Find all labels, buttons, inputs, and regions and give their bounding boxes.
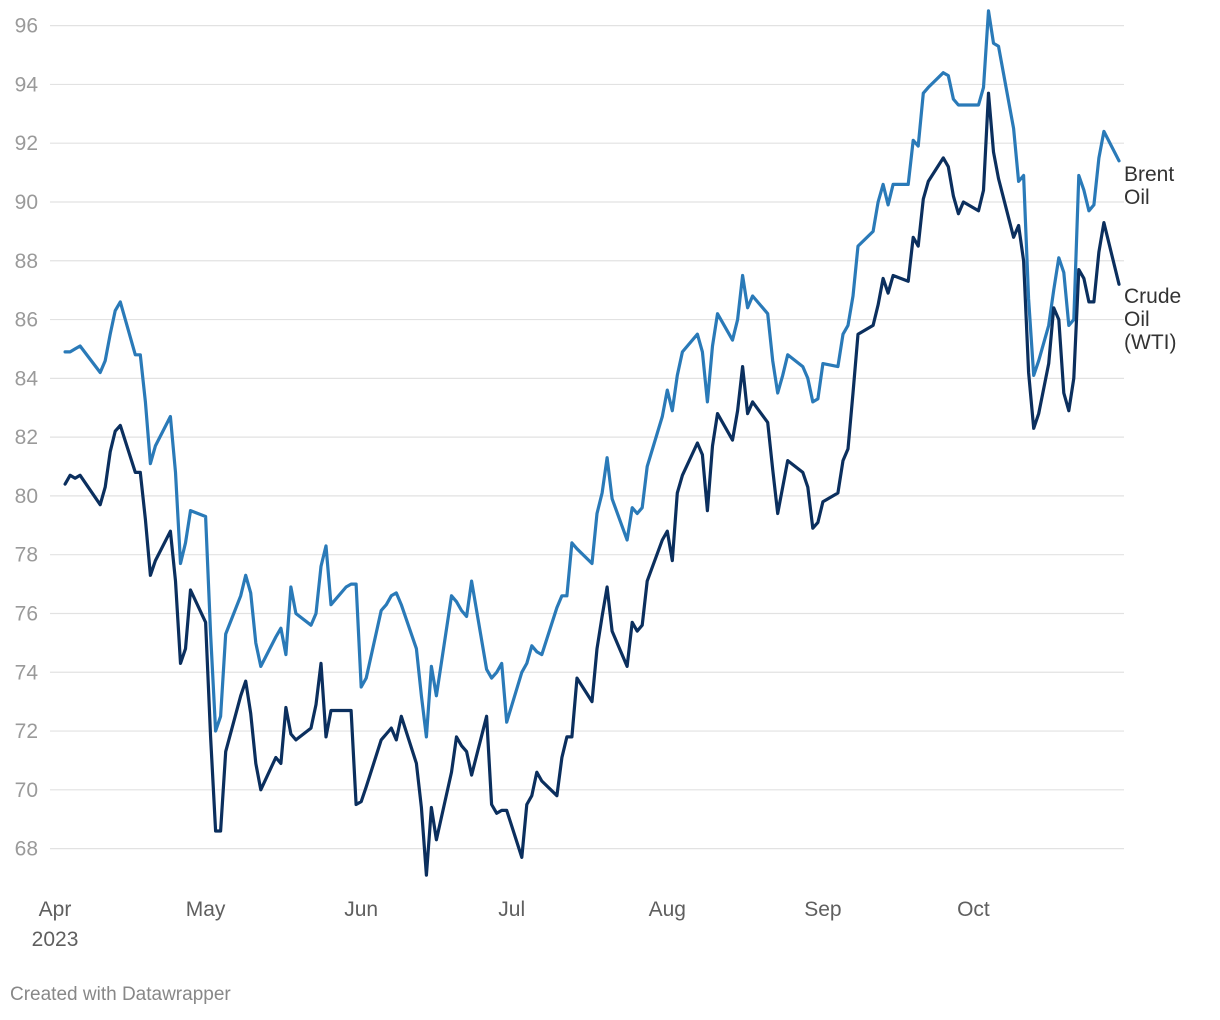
y-tick-label: 92	[15, 132, 38, 155]
series-line-wti	[63, 91, 1121, 877]
x-tick-label: May	[186, 898, 226, 921]
series-lines	[63, 9, 1121, 877]
x-tick-label: Aug	[649, 898, 686, 921]
y-tick-label: 94	[15, 73, 39, 96]
y-tick-label: 70	[15, 779, 38, 802]
x-tick-label: Jul	[498, 898, 525, 921]
y-tick-label: 78	[15, 544, 38, 567]
x-tick-label: Jun	[344, 898, 378, 921]
x-tick-sublabel: 2023	[32, 928, 79, 951]
y-tick-label: 96	[15, 15, 38, 38]
y-tick-label: 82	[15, 426, 38, 449]
series-line-brent	[63, 9, 1121, 739]
y-axis-ticks: 68 70 72 74 76 78 80 82 84 86 88 90 92 94 96	[15, 15, 39, 861]
y-tick-label: 88	[15, 250, 38, 273]
series-label-wti: Crude Oil (WTI)	[1124, 285, 1181, 354]
y-tick-label: 86	[15, 309, 38, 332]
y-tick-label: 80	[15, 485, 38, 508]
gridlines	[50, 25, 1124, 850]
x-tick-label: Oct	[957, 898, 990, 921]
y-tick-label: 68	[15, 838, 38, 861]
x-tick-label: Apr	[39, 898, 72, 921]
y-tick-label: 84	[15, 367, 39, 390]
y-tick-label: 90	[15, 191, 38, 214]
y-tick-label: 72	[15, 720, 38, 743]
series-label-brent: Brent Oil	[1124, 163, 1174, 209]
y-tick-label: 74	[15, 661, 39, 684]
x-axis-ticks: Apr 2023 May Jun Jul Aug Sep Oct	[32, 898, 990, 951]
y-tick-label: 76	[15, 602, 38, 625]
series-labels: Brent Oil Crude Oil (WTI)	[1124, 163, 1181, 354]
x-tick-label: Sep	[804, 898, 841, 921]
footer-credit: Created with Datawrapper	[10, 984, 231, 1005]
